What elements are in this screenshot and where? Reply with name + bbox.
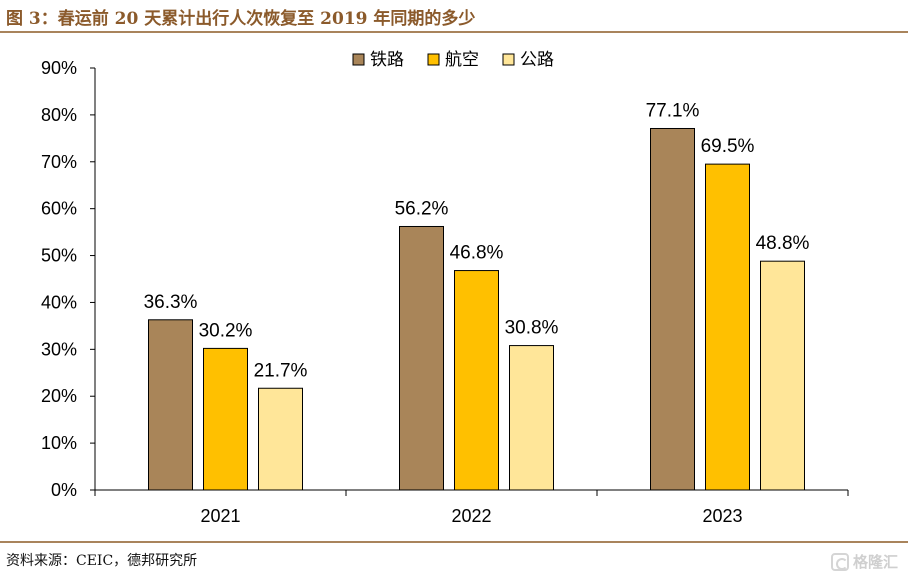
y-tick-label: 40% xyxy=(41,292,77,312)
footer-rule xyxy=(0,541,908,543)
bar-铁路-2022 xyxy=(399,225,444,491)
y-tick-label: 30% xyxy=(41,339,77,359)
x-tick-label: 2021 xyxy=(200,506,240,526)
x-tick-label: 2023 xyxy=(702,506,742,526)
data-label: 48.8% xyxy=(756,233,810,254)
y-tick-label: 60% xyxy=(41,199,77,219)
bar-公路-2022 xyxy=(509,345,554,491)
bar-铁路-2021 xyxy=(148,319,193,491)
x-tick-label: 2022 xyxy=(451,506,491,526)
source-note: 资料来源：CEIC，德邦研究所 xyxy=(6,553,198,569)
legend-swatch xyxy=(502,53,515,66)
bar-公路-2023 xyxy=(760,260,805,491)
bar-公路-2021 xyxy=(258,387,303,491)
data-label: 30.2% xyxy=(199,320,253,341)
data-label: 69.5% xyxy=(701,136,755,157)
y-tick-label: 20% xyxy=(41,386,77,406)
y-tick-label: 80% xyxy=(41,105,77,125)
legend-label: 航空 xyxy=(445,50,479,69)
y-tick-label: 70% xyxy=(41,152,77,172)
bar-航空-2022 xyxy=(454,270,499,491)
y-tick-label: 0% xyxy=(51,480,77,500)
title-rule xyxy=(0,31,908,33)
bar-航空-2023 xyxy=(705,163,750,491)
legend-swatch xyxy=(352,53,365,66)
data-label: 46.8% xyxy=(450,243,504,264)
y-tick-label: 10% xyxy=(41,433,77,453)
bar-chart: 0%10%20%30%40%50%60%70%80%90%36.3%30.2%2… xyxy=(41,50,849,526)
bar-铁路-2023 xyxy=(650,127,695,491)
data-label: 30.8% xyxy=(505,318,559,339)
legend-label: 铁路 xyxy=(370,50,404,69)
data-label: 36.3% xyxy=(144,292,198,313)
data-label: 21.7% xyxy=(254,360,308,381)
bar-航空-2021 xyxy=(203,347,248,491)
watermark-text: 格隆汇 xyxy=(852,553,898,571)
legend-label: 公路 xyxy=(520,50,554,69)
data-label: 77.1% xyxy=(646,100,700,121)
figure-title: 图 3：春运前 20 天累计出行人次恢复至 2019 年同期的多少 xyxy=(6,9,476,29)
y-tick-label: 90% xyxy=(41,58,77,78)
watermark-logo-icon xyxy=(830,552,849,571)
legend-swatch xyxy=(427,53,440,66)
data-label: 56.2% xyxy=(395,198,449,219)
y-tick-label: 50% xyxy=(41,246,77,266)
watermark: 格隆汇 xyxy=(830,551,898,572)
